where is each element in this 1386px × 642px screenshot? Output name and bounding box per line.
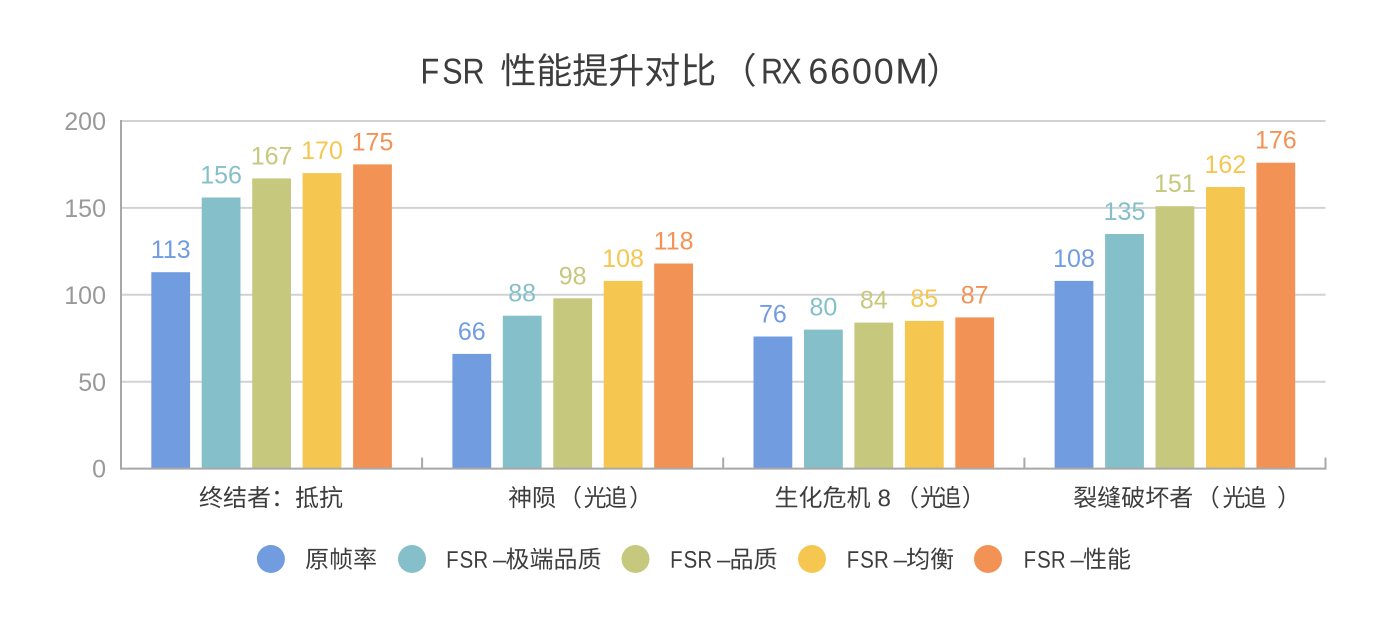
svg-text:80: 80 [809, 294, 837, 322]
svg-text:87: 87 [961, 281, 989, 309]
svg-text:0: 0 [92, 456, 106, 484]
svg-text:167: 167 [251, 142, 293, 170]
svg-text:176: 176 [1255, 127, 1297, 155]
svg-text:170: 170 [301, 137, 343, 165]
svg-text:85: 85 [910, 285, 938, 313]
svg-text:118: 118 [654, 228, 694, 256]
svg-text:50: 50 [78, 369, 106, 397]
svg-text:175: 175 [352, 128, 394, 156]
svg-text:84: 84 [860, 287, 888, 315]
svg-text:200: 200 [64, 108, 106, 136]
svg-text:150: 150 [64, 195, 106, 223]
svg-text:76: 76 [759, 301, 787, 329]
svg-text:100: 100 [64, 282, 106, 310]
svg-text:156: 156 [200, 162, 242, 190]
svg-text:108: 108 [602, 245, 644, 273]
svg-text:98: 98 [559, 262, 587, 290]
svg-text:108: 108 [1053, 245, 1095, 273]
svg-text:113: 113 [151, 236, 191, 264]
svg-text:162: 162 [1205, 151, 1247, 179]
svg-text:135: 135 [1104, 198, 1146, 226]
svg-text:88: 88 [508, 280, 536, 308]
svg-text:151: 151 [1154, 170, 1196, 198]
svg-text:66: 66 [458, 318, 486, 346]
